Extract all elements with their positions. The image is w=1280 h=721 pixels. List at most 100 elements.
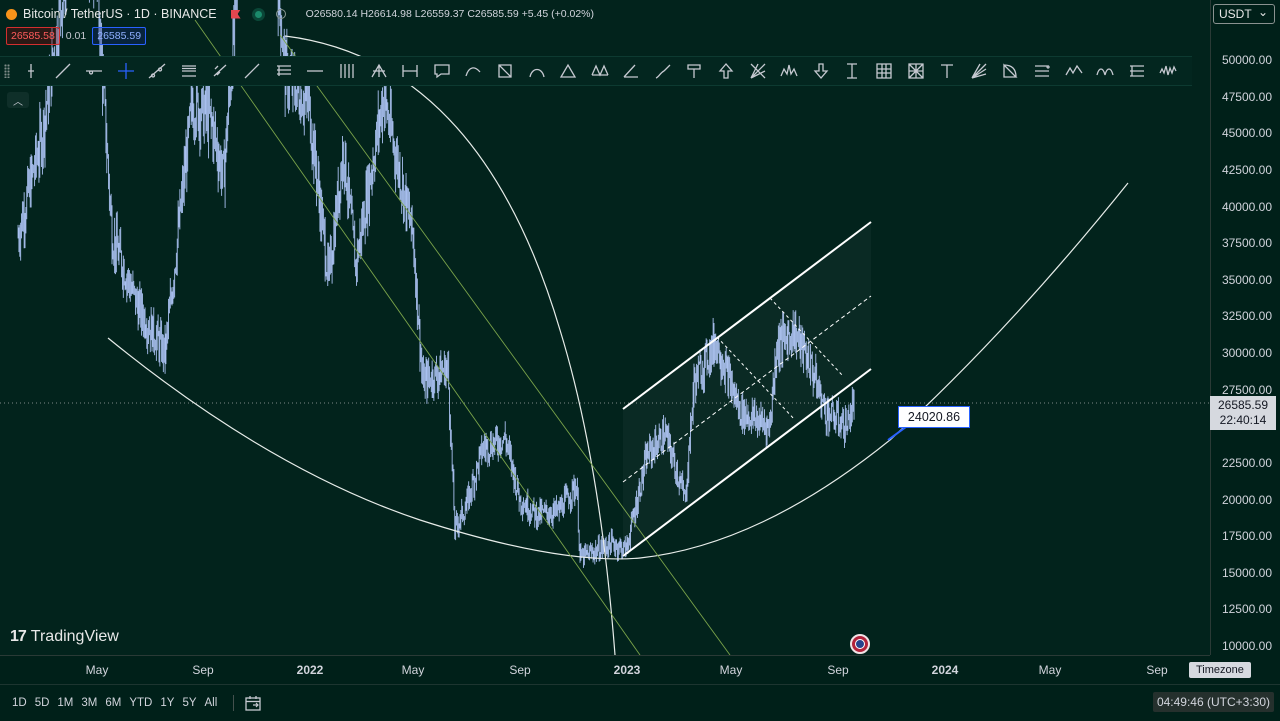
toolbar-drag-handle[interactable] (4, 64, 10, 78)
time-tick-label: Sep (509, 663, 531, 677)
rectangle-icon[interactable] (492, 58, 518, 84)
curve-icon[interactable] (460, 58, 486, 84)
clock-timezone[interactable]: 04:49:46 (UTC+3:30) (1152, 692, 1274, 712)
range-button-5d[interactable]: 5D (34, 697, 50, 709)
price-tick-label: 35000.00 (1221, 272, 1272, 287)
currency-selector[interactable]: USDT (1213, 4, 1275, 24)
gann-icon[interactable] (745, 58, 771, 84)
symbol-title[interactable]: Bitcoin / TetherUS · 1D · BINANCE (23, 7, 217, 21)
crosshair-icon[interactable] (113, 58, 139, 84)
triangle-icon[interactable] (555, 58, 581, 84)
angle-icon[interactable] (618, 58, 644, 84)
measure-icon[interactable] (397, 58, 423, 84)
dashed-line[interactable] (716, 336, 796, 421)
buy-price-button[interactable]: 26585.59 (92, 27, 147, 45)
time-tick-label: 2024 (931, 663, 959, 677)
price-axis[interactable]: 50000.00 47500.00 45000.00 42500.00 40000.00… (1210, 0, 1280, 655)
price-tick-label: 47500.00 (1221, 89, 1272, 104)
tradingview-logo[interactable]: 17 TradingView (10, 628, 119, 646)
price-tick-label: 45000.00 (1221, 126, 1272, 141)
horizontal-ray-icon[interactable] (81, 58, 107, 84)
trend-line[interactable] (194, 19, 641, 655)
channel-mid-line[interactable] (622, 295, 872, 483)
curve-drawing[interactable] (284, 35, 616, 655)
price-tick-label: 42500.00 (1221, 162, 1272, 177)
arrow-down-icon[interactable] (808, 58, 834, 84)
xabcd-pattern-icon[interactable] (587, 58, 613, 84)
bottom-bar: 1D 5D 1M 3M 6M YTD 1Y 5Y All 04:49:46 (UTC+3:30) (0, 684, 1280, 721)
range-button-ytd[interactable]: YTD (129, 697, 153, 709)
parallel-channel-icon[interactable] (176, 58, 202, 84)
price-range-icon[interactable] (839, 58, 865, 84)
arc-icon[interactable] (524, 58, 550, 84)
range-button-all[interactable]: All (204, 697, 218, 709)
vertical-lines-icon[interactable] (334, 58, 360, 84)
arrow-up-icon[interactable] (713, 58, 739, 84)
range-button-1y[interactable]: 1Y (160, 697, 175, 709)
price-tick-label: 15000.00 (1221, 565, 1272, 580)
fib-grid-icon[interactable] (903, 58, 929, 84)
arc-drawing[interactable] (107, 182, 1129, 560)
range-button-6m[interactable]: 6M (105, 697, 122, 709)
wave-icon[interactable] (1061, 58, 1087, 84)
flag-icon[interactable] (230, 9, 241, 19)
price-tick-label: 40000.00 (1221, 199, 1272, 214)
spread-value: 0.01 (65, 30, 87, 42)
channel-upper-line[interactable] (622, 221, 872, 410)
chart-area[interactable] (0, 0, 1210, 655)
marker-icon[interactable] (681, 58, 707, 84)
channel-lower-line[interactable] (622, 368, 872, 557)
text-icon[interactable] (934, 58, 960, 84)
time-tick-label: May (85, 663, 109, 677)
cross-line-icon[interactable] (18, 58, 44, 84)
fib-channel-icon[interactable] (1029, 58, 1055, 84)
annotation-price-label[interactable]: 24020.86 (898, 406, 970, 428)
time-tick-label: 2023 (613, 663, 641, 677)
price-tick-label: 30000.00 (1221, 346, 1272, 360)
callout-icon[interactable] (429, 58, 455, 84)
range-button-1m[interactable]: 1M (57, 697, 74, 709)
price-tick-label: 12500.00 (1221, 602, 1272, 617)
tradingview-mark-icon: 17 (10, 628, 27, 645)
time-axis[interactable]: May Sep 2022 May Sep 2023 May Sep 2024 May Sep (0, 655, 1210, 685)
fib-fan-icon[interactable] (966, 58, 992, 84)
horizontal-line-icon[interactable] (302, 58, 328, 84)
price-tick-label: 22500.00 (1221, 455, 1272, 470)
cyclic-lines-icon[interactable] (1092, 58, 1118, 84)
pitchfork-icon[interactable] (366, 58, 392, 84)
trend-line-icon[interactable] (50, 58, 76, 84)
fib-retracement-icon[interactable] (271, 58, 297, 84)
time-tick-label: Sep (192, 663, 214, 677)
candlestick-series (17, 0, 855, 568)
info-line-icon[interactable] (208, 58, 234, 84)
price-tick-label: 20000.00 (1221, 492, 1272, 507)
time-tick-label: May (719, 663, 743, 677)
time-tick-label: 2022 (296, 663, 324, 677)
long-position-icon[interactable] (1124, 58, 1150, 84)
range-button-5y[interactable]: 5Y (182, 697, 197, 709)
current-price-label: 26585.59 22:40:14 (1210, 396, 1276, 430)
extended-line-icon[interactable] (144, 58, 170, 84)
market-open-icon (254, 10, 262, 18)
calendar-goto-icon[interactable] (244, 694, 262, 712)
brush-icon[interactable] (650, 58, 676, 84)
waveform-icon[interactable] (1155, 58, 1181, 84)
head-shoulders-icon[interactable] (776, 58, 802, 84)
range-button-1d[interactable]: 1D (12, 697, 27, 709)
sell-price-button[interactable]: 26585.58 (6, 27, 60, 45)
price-tick-label: 37500.00 (1221, 236, 1272, 251)
status-circle-icon (275, 9, 286, 19)
chevron-up-icon[interactable]: ︿ (7, 92, 29, 108)
economic-event-icon[interactable] (850, 634, 870, 654)
divider (233, 695, 235, 711)
ray-icon[interactable] (239, 58, 265, 84)
ohlc-values: O26580.14 H26614.98 L26559.37 C26585.59 … (305, 8, 594, 20)
sector-icon[interactable] (997, 58, 1023, 84)
current-price-value: 26585.59 (1217, 398, 1269, 412)
price-tick-label: 10000.00 (1221, 639, 1272, 653)
range-button-3m[interactable]: 3M (81, 697, 98, 709)
price-tick-label: 32500.00 (1221, 309, 1272, 324)
trend-line[interactable] (279, 34, 731, 655)
chart-canvas[interactable] (0, 0, 1210, 655)
grid-icon[interactable] (871, 58, 897, 84)
